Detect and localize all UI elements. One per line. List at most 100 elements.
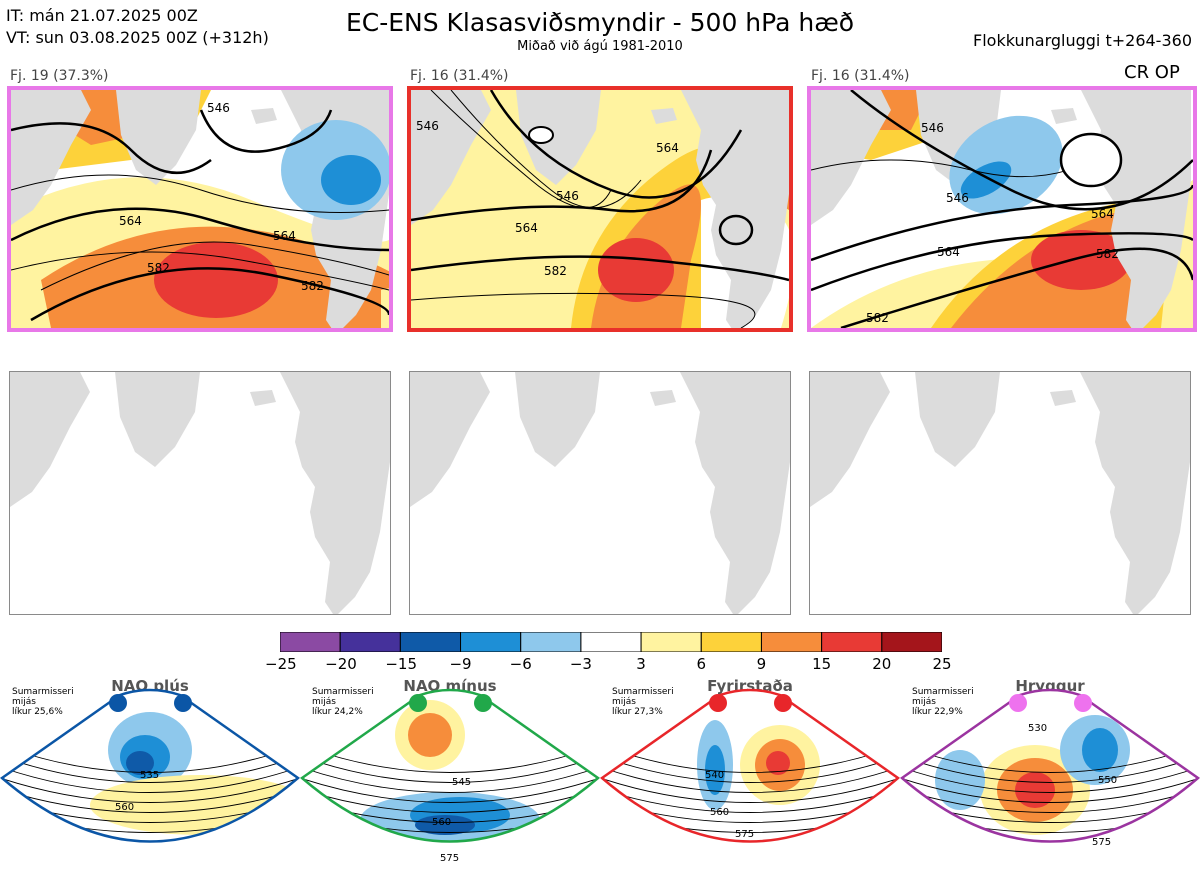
colorbar-tick-label: −20 — [325, 655, 357, 673]
cluster-map-3: 546 546 564 564 582 582 — [807, 86, 1197, 332]
colorbar-swatch — [279, 631, 341, 653]
regime-avg: mijás — [12, 697, 36, 707]
contour-label: 564 — [515, 221, 538, 235]
contour-label: 582 — [301, 279, 324, 293]
regime-marker-dot — [774, 694, 792, 712]
page-title: EC-ENS Klasasviðsmyndir - 500 hPa hæð — [345, 8, 855, 37]
empty-map-3 — [809, 371, 1191, 615]
empty-map-1 — [9, 371, 391, 615]
colorbar-tick-label: 3 — [636, 655, 646, 673]
regime-fan-map: 530 550 575 — [900, 688, 1200, 848]
contour-label: 564 — [656, 141, 679, 155]
contour-label: 564 — [1091, 207, 1114, 221]
regime-fan-map: 545 560 575 — [300, 688, 600, 864]
empty-map-2 — [409, 371, 791, 615]
regime-contour-label: 540 — [705, 770, 724, 781]
colorbar-tick-label: 6 — [696, 655, 707, 673]
colorbar-tick-label: −3 — [569, 655, 592, 673]
regime-fan-outline — [900, 688, 1200, 843]
colorbar-swatch — [520, 631, 582, 653]
initial-time: IT: mán 21.07.2025 00Z — [6, 6, 198, 25]
colorbar-tick-label: 15 — [812, 655, 832, 673]
regime-contour-label: 575 — [1092, 837, 1111, 848]
regime-info: Sumarmisseri mijás líkur 22,9% — [912, 687, 974, 717]
colorbar-swatch — [460, 631, 522, 653]
regime-marker-dot — [474, 694, 492, 712]
contour-label: 546 — [921, 121, 944, 135]
colorbar-swatch — [881, 631, 943, 653]
colorbar-tick-label: 9 — [756, 655, 767, 673]
regime-contour-label: 575 — [440, 853, 459, 864]
regime-prob: líkur 22,9% — [912, 707, 963, 717]
cluster-map-1: 564 564 582 582 546 — [7, 86, 393, 332]
regime-fan-map: 540 560 575 — [600, 688, 900, 843]
crop-label: CR OP — [1124, 62, 1180, 83]
colorbar-swatch — [700, 631, 762, 653]
contour-label: 564 — [119, 214, 142, 228]
regime-contour-label: 575 — [735, 829, 754, 840]
contour-label: 564 — [937, 245, 960, 259]
colorbar-swatch — [640, 631, 702, 653]
colorbar-tick-label: −6 — [509, 655, 532, 673]
regime-season: Sumarmisseri — [12, 687, 74, 697]
regime-name: Fyrirstaða — [707, 677, 793, 695]
header-left: IT: mán 21.07.2025 00Z VT: sun 03.08.202… — [6, 5, 269, 49]
regime-name: NAO plús — [111, 677, 189, 695]
classification-window: Flokkunargluggi t+264-360 — [973, 31, 1192, 50]
colorbar-tick-label: 20 — [872, 655, 892, 673]
regime-marker-dot — [174, 694, 192, 712]
regime-marker-dot — [1074, 694, 1092, 712]
contour-label: 582 — [544, 264, 567, 278]
regime-marker-dot — [109, 694, 127, 712]
regime-prob: líkur 25,6% — [12, 707, 63, 717]
colorbar-labels: −25 −20 −15 −9 −6 −3 3 6 9 15 20 25 — [265, 655, 952, 675]
contour-label: 546 — [556, 189, 579, 203]
regime-avg: mijás — [912, 697, 936, 707]
colorbar-swatch — [821, 631, 883, 653]
regime-fan-outline — [0, 688, 300, 843]
contour-label: 582 — [147, 261, 170, 275]
panel-3-label: Fj. 16 (31.4%) — [811, 68, 910, 84]
regime-season: Sumarmisseri — [912, 687, 974, 697]
regime-info: Sumarmisseri mijás líkur 25,6% — [12, 687, 74, 717]
regime-contour-label: 535 — [140, 770, 159, 781]
regime-info: Sumarmisseri mijás líkur 27,3% — [612, 687, 674, 717]
regime-prob: líkur 24,2% — [312, 707, 363, 717]
regime-contour-label: 530 — [1028, 723, 1047, 734]
page-subtitle: Miðað við ágú 1981-2010 — [517, 39, 683, 54]
contour-label: 582 — [1096, 247, 1119, 261]
regime-contour-label: 545 — [452, 777, 471, 788]
regime-row: Sumarmisseri mijás líkur 25,6% NAO plús 535 5… — [0, 675, 1200, 871]
contour-label: 546 — [207, 101, 230, 115]
colorbar-swatch — [760, 631, 823, 653]
regime-fan-outline — [300, 688, 600, 843]
regime-marker-dot — [1009, 694, 1027, 712]
contour-label: 564 — [273, 229, 296, 243]
regime-avg: mijás — [612, 697, 636, 707]
regime-contour-label: 560 — [115, 802, 134, 813]
regime-marker-dot — [709, 694, 727, 712]
colorbar — [279, 631, 943, 653]
contour-label: 582 — [866, 311, 889, 325]
regime-name: NAO mínus — [403, 677, 497, 695]
contour-label: 546 — [416, 119, 439, 133]
contour-label: 546 — [946, 191, 969, 205]
regime-avg: mijás — [312, 697, 336, 707]
regime-contour-label: 560 — [432, 817, 451, 828]
regime-fan-outline — [600, 688, 900, 843]
valid-time: VT: sun 03.08.2025 00Z (+312h) — [6, 28, 269, 47]
cluster-map-2: 546 564 564 582 546 — [407, 86, 793, 332]
regime-contour-label: 550 — [1098, 775, 1117, 786]
regime-info: Sumarmisseri mijás líkur 24,2% — [312, 687, 374, 717]
regime-season: Sumarmisseri — [312, 687, 374, 697]
panel-2-label: Fj. 16 (31.4%) — [410, 68, 509, 84]
colorbar-tick-label: −15 — [385, 655, 418, 673]
regime-prob: líkur 27,3% — [612, 707, 663, 717]
colorbar-tick-label: −9 — [449, 655, 472, 673]
colorbar-tick-label: −25 — [265, 655, 297, 673]
colorbar-tick-label: 25 — [932, 655, 952, 673]
regime-season: Sumarmisseri — [612, 687, 674, 697]
colorbar-swatch — [339, 631, 401, 653]
colorbar-swatch — [580, 631, 642, 653]
regime-contour-label: 560 — [710, 807, 729, 818]
